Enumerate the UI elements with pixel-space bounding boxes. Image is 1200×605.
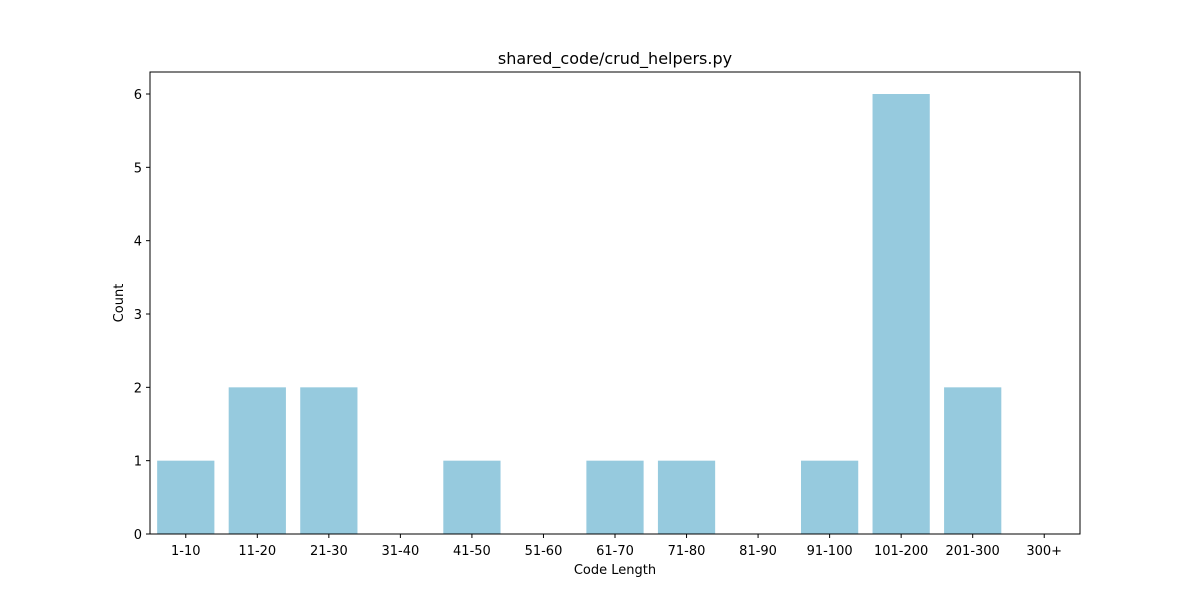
x-tick-label: 51-60	[525, 544, 563, 559]
y-tick-label: 0	[134, 528, 142, 543]
y-tick-label: 5	[134, 161, 142, 176]
x-tick-label: 101-200	[874, 544, 928, 559]
x-tick-label: 71-80	[668, 544, 706, 559]
x-tick-label: 201-300	[946, 544, 1000, 559]
y-tick-label: 2	[134, 381, 142, 396]
x-tick-label: 21-30	[310, 544, 348, 559]
y-tick-label: 4	[134, 235, 142, 250]
bar-41-50	[443, 460, 501, 534]
bar-91-100	[801, 460, 859, 534]
bar-71-80	[657, 460, 716, 534]
bar-21-30	[300, 387, 358, 534]
bar-101-200	[872, 94, 930, 534]
bar-11-20	[228, 387, 286, 534]
y-tick-label: 3	[134, 308, 142, 323]
y-tick-label: 1	[134, 455, 142, 470]
x-tick-label: 300+	[1026, 544, 1062, 559]
y-tick-label: 6	[134, 88, 142, 103]
x-tick-label: 91-100	[807, 544, 853, 559]
x-tick-label: 81-90	[739, 544, 777, 559]
x-axis-ticks: 1-10 11-20 21-30 31-40 41-50 51-60 61-70 71-80 8…	[171, 534, 1062, 559]
x-tick-label: 1-10	[171, 544, 201, 559]
chart-title: shared_code/crud_helpers.py	[498, 49, 732, 69]
y-axis-ticks: 0 1 2 3 4 5 6	[134, 88, 150, 543]
x-axis-label: Code Length	[574, 563, 656, 578]
bars-group	[157, 94, 1002, 534]
x-tick-label: 61-70	[596, 544, 634, 559]
x-tick-label: 31-40	[381, 544, 419, 559]
bar-201-300	[944, 387, 1002, 534]
bar-1-10	[157, 460, 215, 534]
y-axis-label: Count	[112, 284, 127, 323]
bar-61-70	[586, 460, 644, 534]
x-tick-label: 41-50	[453, 544, 491, 559]
x-tick-label: 11-20	[238, 544, 276, 559]
